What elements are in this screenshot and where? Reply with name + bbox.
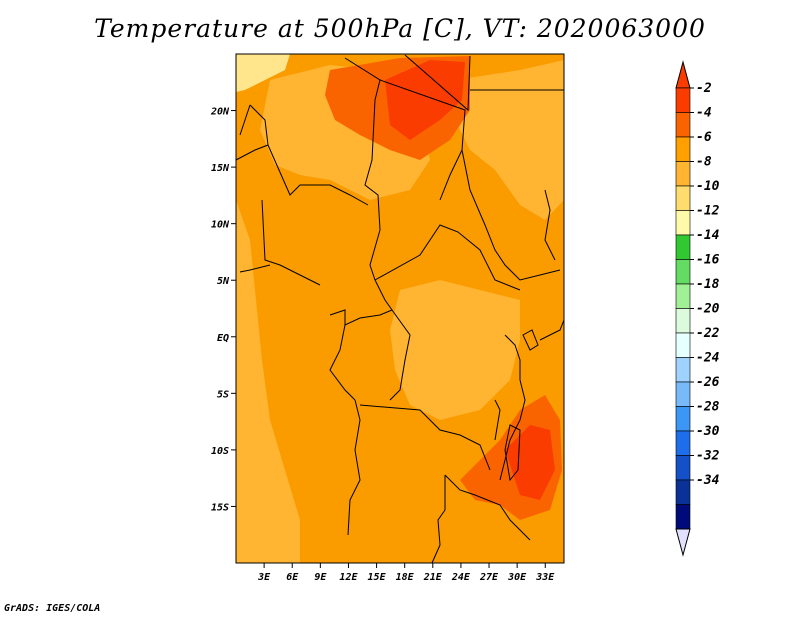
colorbar-segment	[675, 283, 691, 309]
colorbar-segment	[675, 308, 691, 334]
border-line	[261, 199, 321, 286]
colorbar-segment	[675, 136, 691, 162]
colorbar-segment	[675, 259, 691, 285]
colorbar-segment	[675, 504, 691, 530]
chart-title: Temperature at 500hPa [C], VT: 202006300…	[94, 14, 706, 43]
colorbar-label: -10	[696, 179, 720, 194]
lake-victoria	[522, 329, 539, 351]
colorbar-label: -14	[696, 228, 720, 243]
lon-tick-label: 9E	[314, 572, 327, 583]
lat-tick-label: 15N	[211, 163, 230, 174]
border-line	[389, 309, 411, 401]
colorbar-label: -34	[696, 473, 720, 488]
border-line	[431, 475, 446, 564]
colorbar-segment	[675, 210, 691, 236]
lon-tick-label: 21E	[423, 572, 443, 583]
border-line	[239, 264, 271, 273]
northwest-pale-corner	[236, 54, 290, 92]
lat-tick-label: 20N	[210, 107, 230, 118]
border-line	[329, 324, 356, 401]
border-line	[444, 474, 531, 541]
map-panel: 20N 15N 10N 5N EQ 5S 10S 15S 3E 6E 9E 12E 15E 18E 21E…	[210, 53, 565, 583]
lon-tick-label: 6E	[286, 572, 299, 583]
colorbar-segment	[675, 430, 691, 456]
border-line	[544, 189, 556, 261]
colorbar-segment	[675, 161, 691, 187]
colorbar-label: -16	[696, 253, 720, 268]
lon-tick-label: 3E	[257, 572, 271, 583]
colorbar-label: -20	[696, 302, 720, 317]
colorbar-label: -2	[696, 81, 712, 96]
colorbar-label: -8	[696, 155, 712, 170]
colorbar-segment	[675, 185, 691, 211]
colorbar-label: -26	[696, 375, 720, 390]
colorbar-segment	[675, 479, 691, 505]
colorbar-top-arrow	[675, 60, 691, 89]
colorbar-label: -24	[696, 351, 720, 366]
colorbar-segment	[675, 234, 691, 260]
colorbar-label: -12	[696, 204, 720, 219]
lon-tick-label: 30E	[507, 572, 527, 583]
border-line	[347, 399, 361, 536]
congo-light-region	[390, 280, 520, 420]
border-line	[504, 334, 521, 380]
colorbar-segment	[675, 332, 691, 358]
border-line	[267, 144, 369, 206]
border-line	[539, 319, 565, 341]
sahara-warmest-core	[385, 60, 465, 140]
colorbar-label: -6	[696, 130, 712, 145]
northeast-light-region	[455, 60, 564, 220]
map-frame	[235, 53, 565, 564]
colorbar-segment	[675, 357, 691, 383]
lake-malawi	[504, 424, 521, 482]
latitude-ticks: 20N 15N 10N 5N EQ 5S 10S 15S	[210, 107, 236, 513]
southeast-warmest-core	[505, 425, 555, 500]
software-credit: GrADS: IGES/COLA	[4, 603, 101, 614]
colorbar-label: -4	[696, 106, 712, 121]
lon-tick-label: 27E	[479, 572, 499, 583]
border-line	[239, 104, 251, 136]
lat-tick-label: 10N	[211, 220, 230, 231]
longitude-ticks: 3E 6E 9E 12E 15E 18E 21E 24E 27E 30E 33E	[257, 563, 555, 583]
colorbar-label: -30	[696, 424, 720, 439]
colorbar-segment	[675, 87, 691, 113]
country-borders	[235, 54, 565, 564]
border-line	[374, 224, 521, 291]
border-line	[344, 57, 381, 281]
colorbar-label: -22	[696, 326, 720, 341]
west-coast-warm-band	[236, 200, 300, 563]
temperature-field-regions	[236, 54, 564, 563]
lon-tick-label: 15E	[368, 572, 387, 583]
colorbar-segment	[675, 381, 691, 407]
border-line	[461, 149, 561, 281]
lon-tick-label: 18E	[396, 572, 415, 583]
colorbar-segment	[675, 406, 691, 432]
colorbar-label: -18	[696, 277, 720, 292]
lon-tick-label: 12E	[339, 572, 358, 583]
lake-tanganyika	[494, 399, 501, 441]
lat-tick-label: 5S	[217, 389, 229, 400]
colorbar: -2 -4 -6 -8 -10 -12 -14 -16 -18 -20 -22 -24 -26 -28 -3…	[675, 60, 720, 557]
lon-tick-label: 24E	[451, 572, 471, 583]
border-line	[329, 279, 393, 326]
border-line	[499, 379, 526, 481]
lon-tick-label: 33E	[535, 572, 555, 583]
colorbar-segment	[675, 455, 691, 481]
colorbar-segment	[675, 112, 691, 138]
border-line	[404, 54, 471, 112]
colorbar-bottom-arrow	[675, 528, 691, 557]
lat-tick-label: 15S	[211, 502, 229, 513]
colorbar-label: -28	[696, 400, 720, 415]
lat-tick-label: 10S	[211, 446, 229, 457]
colorbar-label: -32	[696, 449, 720, 464]
lat-tick-label: 5N	[217, 276, 230, 287]
lat-tick-label: EQ	[217, 333, 229, 344]
border-line	[359, 404, 491, 471]
